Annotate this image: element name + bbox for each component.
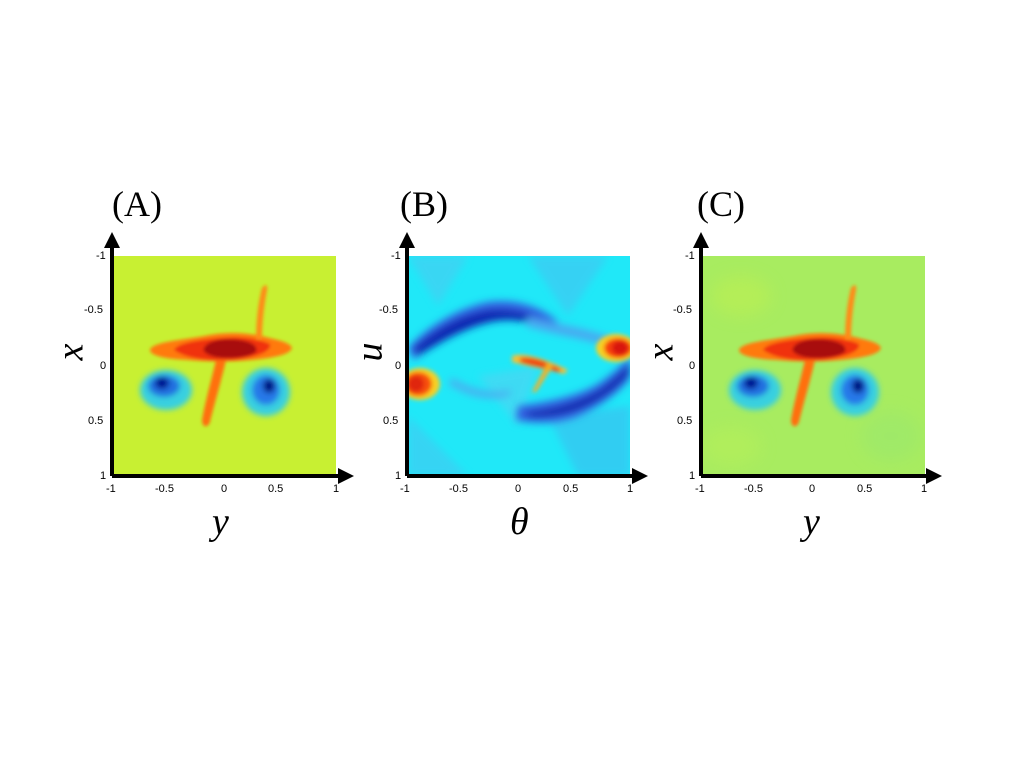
axes-b: [399, 232, 648, 484]
y-tick-label: -0.5: [673, 304, 692, 316]
y-tick-label: 0: [689, 360, 696, 372]
red-streak-lower: [791, 360, 815, 427]
red-blob-left-core: [408, 376, 424, 392]
shade-patch: [408, 416, 468, 476]
panel-label-c: (C): [697, 184, 745, 224]
y-axis-arrow: [104, 232, 120, 248]
blue-band-lower: [516, 356, 630, 423]
x-tick-label: 0.5: [563, 483, 579, 495]
shade-patch: [408, 256, 468, 306]
axes-a: [104, 232, 354, 484]
y-tick-label: -0.5: [379, 304, 398, 316]
x-axis-title: y: [803, 501, 820, 543]
axes-c: [693, 232, 942, 484]
red-streak-lower: [202, 360, 226, 427]
x-tick-label: -1: [695, 483, 705, 495]
y-tick-label: 0.5: [383, 415, 399, 427]
x-tick-label: 1: [921, 483, 928, 495]
x-tick-label: 0.5: [857, 483, 873, 495]
red-blob-core: [203, 339, 257, 358]
shade-patch: [711, 276, 771, 316]
panel-b: (B): [0, 0, 648, 768]
heatmap-a-svg: [112, 256, 336, 476]
blue-band-upper-core: [414, 309, 548, 356]
heatmap-b-svg: [408, 256, 630, 476]
y-tick-label: 1: [100, 470, 107, 482]
x-tick-label: -0.5: [449, 483, 468, 495]
x-tick-label: 0: [809, 483, 816, 495]
panel-label-b: (B): [400, 184, 448, 224]
x-tick-label: -1: [106, 483, 116, 495]
y-tick-label: 1: [395, 470, 402, 482]
y-tick-label: -1: [96, 250, 106, 262]
heatmap-a: [112, 256, 336, 476]
y-tick-label: 0.5: [88, 415, 104, 427]
shade-patch: [701, 426, 761, 466]
blue-blob-left-core: [744, 377, 758, 389]
x-tick-label: 0: [515, 483, 522, 495]
y-axis-arrow: [693, 232, 709, 248]
panel-label-a: (A): [112, 184, 162, 224]
x-axis-title: θ: [510, 501, 529, 543]
x-axis-title: y: [212, 501, 229, 543]
x-tick-label: 1: [333, 483, 340, 495]
blue-band-lower-core: [526, 364, 630, 417]
y-tick-label: 0: [395, 360, 402, 372]
y-tick-label: -0.5: [84, 304, 103, 316]
red-streak-upper: [256, 285, 268, 340]
y-axis-arrow: [399, 232, 415, 248]
red-blob-core: [792, 339, 846, 358]
x-tick-label: -0.5: [744, 483, 763, 495]
x-tick-label: 0: [221, 483, 228, 495]
panel-a: (A): [0, 0, 354, 768]
heatmap-b: [408, 256, 630, 476]
y-tick-label: 0.5: [677, 415, 693, 427]
center-streak-tail: [532, 362, 554, 392]
blue-blob-right-core: [263, 379, 275, 393]
x-axis-arrow: [632, 468, 648, 484]
shade-patch: [548, 406, 630, 476]
blue-blob-right-core: [852, 379, 864, 393]
panel-c: (C): [0, 0, 942, 768]
x-tick-label: -1: [400, 483, 410, 495]
center-streak: [520, 357, 562, 372]
y-axis-title: x: [639, 343, 682, 361]
y-tick-label: 0: [100, 360, 107, 372]
x-axis-arrow: [926, 468, 942, 484]
x-tick-label: -0.5: [155, 483, 174, 495]
blue-blob-left-core: [155, 377, 169, 389]
blue-band-faint: [448, 378, 512, 399]
shade-patch: [528, 256, 608, 316]
red-blob-right-core: [612, 341, 628, 355]
x-tick-label: 0.5: [268, 483, 284, 495]
heatmap-c: [701, 256, 925, 476]
y-tick-label: -1: [685, 250, 695, 262]
heatmap-c-svg: [701, 256, 925, 476]
y-tick-label: -1: [391, 250, 401, 262]
x-tick-label: 1: [627, 483, 634, 495]
y-tick-label: 1: [689, 470, 696, 482]
x-axis-arrow: [338, 468, 354, 484]
shade-patch: [861, 411, 921, 461]
red-streak-upper: [845, 285, 857, 340]
